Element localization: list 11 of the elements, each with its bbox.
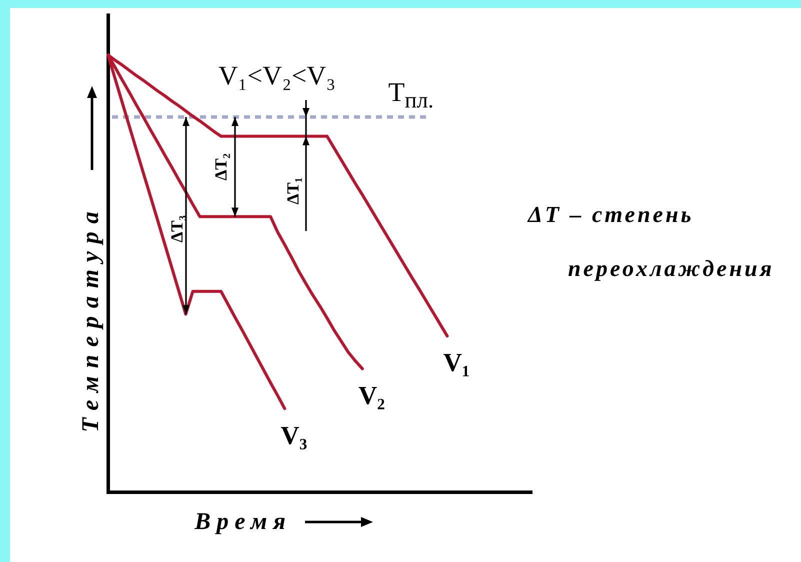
annotation: ΔT₃: [167, 215, 186, 242]
annotation: V₁<V₂<V₃: [218, 60, 336, 90]
x-axis-title: Время: [194, 509, 292, 535]
text: ΔT – степень переохлаждения: [528, 202, 774, 281]
series-label: V₃: [280, 420, 308, 450]
y-axis-title: Температура: [78, 204, 104, 432]
ref-line-label: T$_{пл.}$: [388, 77, 434, 112]
annotation: ΔT₂: [212, 153, 231, 180]
series-label: V₂: [358, 380, 385, 410]
annotation: ΔT₁: [283, 177, 302, 204]
series-label: V₁: [443, 348, 470, 377]
